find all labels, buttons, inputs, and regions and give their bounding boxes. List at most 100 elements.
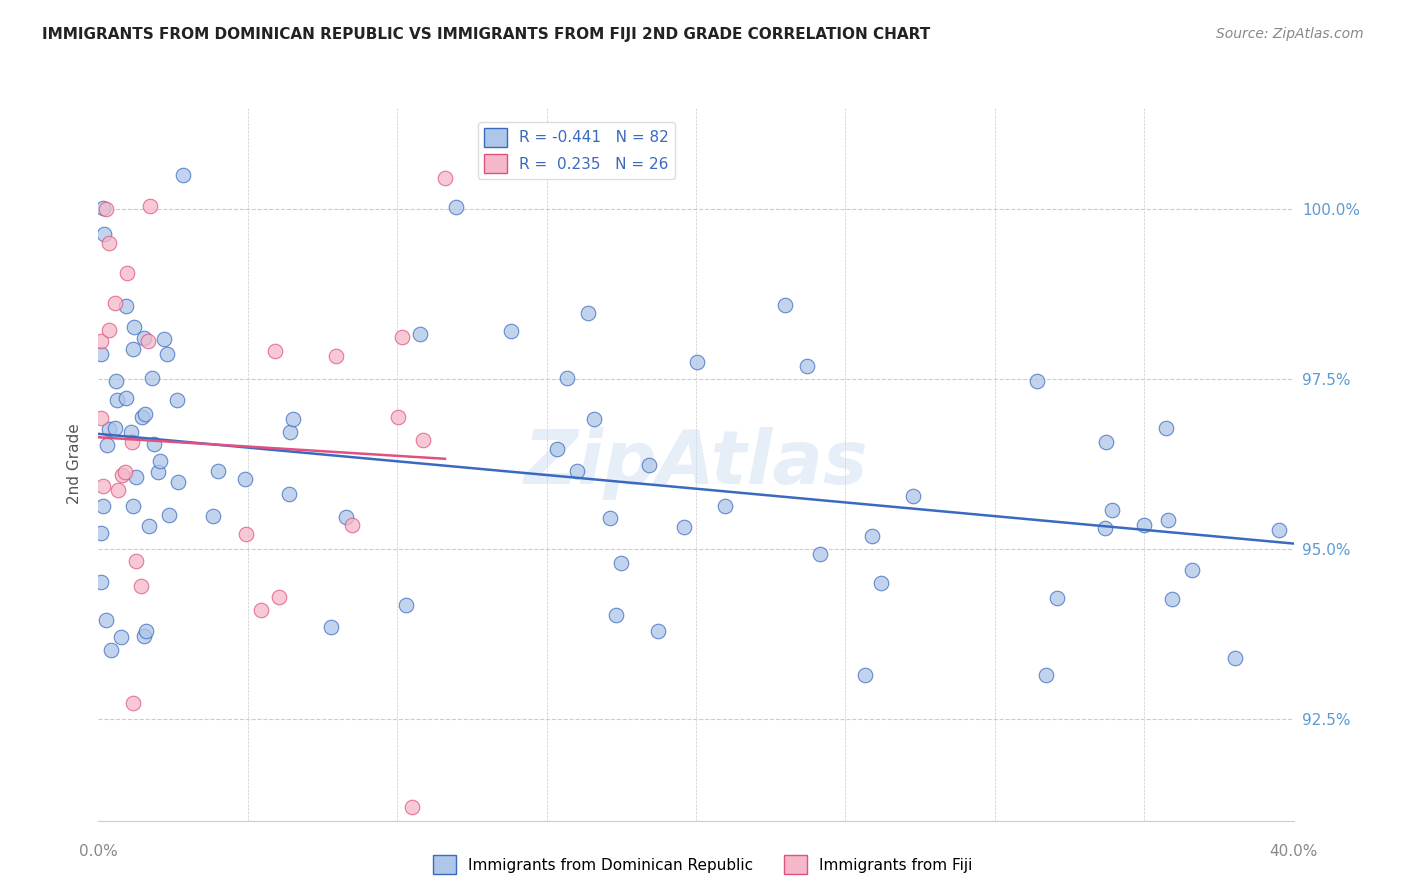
Point [1101, 503, 1123, 517]
Text: ZipAtlas: ZipAtlas [523, 427, 869, 500]
Point [903, 489, 925, 503]
Point [433, 170, 456, 185]
Point [114, 299, 136, 313]
Point [134, 408, 156, 422]
Point [121, 499, 143, 513]
Point [391, 329, 413, 343]
Point [94, 838, 117, 853]
Point [110, 630, 132, 644]
Point [1157, 513, 1180, 527]
Point [1154, 421, 1177, 435]
Point [249, 603, 271, 617]
Point [412, 434, 434, 448]
Point [142, 436, 165, 450]
Point [91, 202, 114, 216]
Point [610, 556, 633, 570]
Point [90, 347, 112, 361]
Point [686, 355, 709, 369]
Point [138, 519, 160, 533]
Point [98, 324, 121, 338]
Point [264, 343, 287, 358]
Point [1161, 591, 1184, 606]
Point [93, 227, 115, 242]
Text: 40.0%: 40.0% [1270, 845, 1317, 859]
Point [121, 434, 143, 449]
Point [773, 298, 796, 312]
Point [1095, 435, 1118, 450]
Point [444, 200, 467, 214]
Point [1035, 668, 1057, 682]
Point [125, 470, 148, 484]
Point [148, 465, 170, 479]
Text: 0.0%: 0.0% [79, 845, 118, 859]
Point [870, 576, 893, 591]
Point [120, 425, 142, 439]
Point [277, 487, 299, 501]
Point [673, 520, 696, 534]
Point [121, 696, 143, 710]
Point [810, 547, 832, 561]
Point [395, 599, 418, 613]
Point [796, 359, 818, 374]
Point [340, 518, 363, 533]
Point [1026, 374, 1049, 388]
Point [172, 168, 194, 182]
Point [135, 624, 157, 639]
Point [115, 391, 138, 405]
Point [862, 529, 884, 543]
Legend: Immigrants from Dominican Republic, Immigrants from Fiji: Immigrants from Dominican Republic, Immi… [427, 849, 979, 880]
Point [105, 392, 128, 407]
Point [98, 422, 121, 436]
Point [278, 425, 301, 440]
Point [153, 332, 176, 346]
Point [90, 525, 112, 540]
Point [132, 331, 155, 345]
Point [267, 591, 290, 605]
Point [94, 202, 117, 216]
Text: IMMIGRANTS FROM DOMINICAN REPUBLIC VS IMMIGRANTS FROM FIJI 2ND GRADE CORRELATION: IMMIGRANTS FROM DOMINICAN REPUBLIC VS IM… [42, 27, 931, 42]
Point [136, 334, 159, 348]
Point [148, 454, 170, 468]
Point [91, 500, 114, 514]
Point [1133, 517, 1156, 532]
Point [166, 393, 188, 408]
Point [335, 509, 357, 524]
Point [599, 510, 621, 524]
Point [125, 554, 148, 568]
Point [1225, 651, 1247, 665]
Legend: R = -0.441   N = 82, R =  0.235   N = 26: R = -0.441 N = 82, R = 0.235 N = 26 [478, 122, 675, 179]
Y-axis label: 2nd Grade: 2nd Grade [67, 424, 83, 504]
Point [157, 508, 180, 522]
Point [129, 579, 152, 593]
Point [638, 458, 661, 472]
Point [104, 296, 127, 310]
Point [141, 370, 163, 384]
Point [94, 613, 117, 627]
Point [134, 629, 156, 643]
Point [565, 464, 588, 478]
Point [409, 326, 432, 341]
Point [90, 411, 112, 425]
Point [576, 306, 599, 320]
Point [714, 500, 737, 514]
Point [1181, 563, 1204, 577]
Point [90, 334, 112, 348]
Point [121, 342, 143, 356]
Point [96, 438, 118, 452]
Point [104, 421, 127, 435]
Point [555, 370, 578, 384]
Point [387, 409, 409, 424]
Point [233, 471, 256, 485]
Point [401, 800, 423, 814]
Point [97, 235, 120, 250]
Point [235, 526, 257, 541]
Text: Source: ZipAtlas.com: Source: ZipAtlas.com [1216, 27, 1364, 41]
Point [114, 465, 136, 479]
Point [853, 668, 876, 682]
Point [325, 349, 347, 363]
Point [111, 468, 134, 483]
Point [156, 347, 179, 361]
Point [107, 483, 129, 498]
Point [1094, 521, 1116, 535]
Point [167, 475, 190, 489]
